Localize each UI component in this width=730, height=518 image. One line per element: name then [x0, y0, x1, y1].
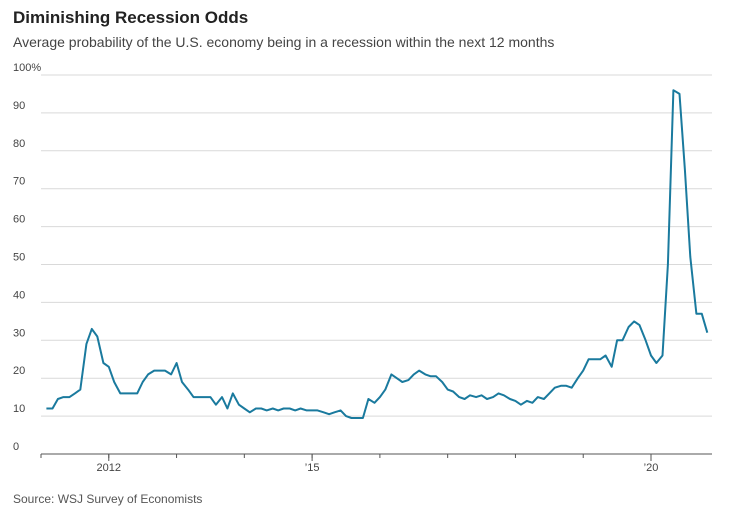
- y-tick-label: 10: [13, 403, 25, 415]
- series-layer: [46, 89, 709, 419]
- series-line: [46, 89, 709, 419]
- y-tick-label: 50: [13, 252, 25, 264]
- y-tick-label: 40: [13, 289, 25, 301]
- y-tick-label: 60: [13, 214, 25, 226]
- gridlines: [41, 74, 712, 417]
- x-tick-label: 2012: [97, 462, 121, 474]
- y-tick-label: 80: [13, 138, 25, 150]
- y-tick-label: 20: [13, 365, 25, 377]
- y-tick-label: 30: [13, 327, 25, 339]
- y-tick-label: 90: [13, 100, 25, 112]
- y-tick-label: 70: [13, 176, 25, 188]
- y-tick-label: 0: [13, 441, 19, 453]
- source-note: Source: WSJ Survey of Economists: [13, 492, 203, 506]
- x-axis: 2012 ’15 ’20: [40, 453, 712, 474]
- y-axis-labels: 0 10 20 30 40 50 60 70 80 90 100%: [13, 62, 41, 453]
- x-tick-label: ’20: [644, 462, 659, 474]
- x-tick-label: ’15: [305, 462, 320, 474]
- y-tick-label: 100%: [13, 62, 41, 74]
- chart-subtitle: Average probability of the U.S. economy …: [13, 34, 555, 50]
- chart-title: Diminishing Recession Odds: [13, 8, 249, 27]
